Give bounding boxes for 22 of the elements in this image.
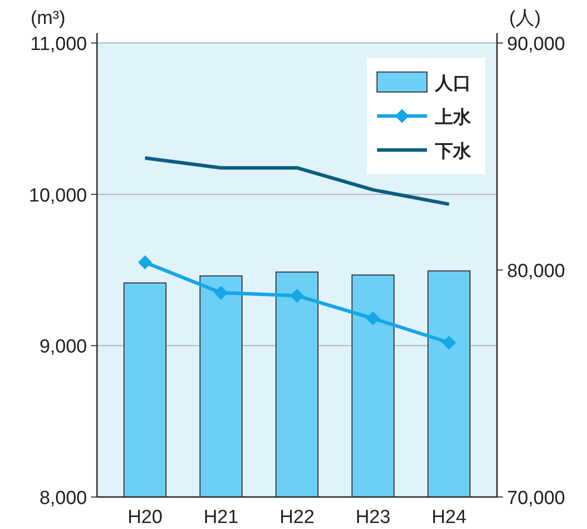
y2-tick-label: 80,000 <box>507 261 566 282</box>
x-tick-label: H21 <box>204 507 238 528</box>
y2-tick-label: 90,000 <box>507 34 566 55</box>
y-axis-title: (m³) <box>30 8 66 29</box>
point <box>290 288 304 303</box>
y-tick-label: 9,000 <box>39 336 87 358</box>
y2-axis-title: (人) <box>509 8 541 29</box>
point <box>442 336 456 350</box>
x-tick-label: H23 <box>356 507 390 528</box>
x-tick-label: H20 <box>128 507 162 528</box>
y-tick-label: 10,000 <box>28 185 87 206</box>
point <box>138 255 152 270</box>
y-tick-label: 11,000 <box>30 34 87 55</box>
point <box>366 311 380 326</box>
legend-label: 下水 <box>434 141 472 161</box>
legend-label: 上水 <box>434 107 472 127</box>
point <box>214 286 228 300</box>
x-tick-label: H22 <box>280 507 314 528</box>
y2-tick-label: 70,000 <box>507 488 566 509</box>
x-tick-label: H24 <box>432 507 467 528</box>
y-tick-label: 8,000 <box>39 488 87 509</box>
legend-label: 人口 <box>434 73 471 93</box>
